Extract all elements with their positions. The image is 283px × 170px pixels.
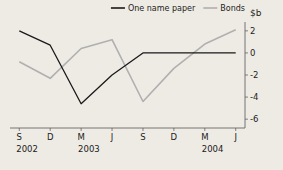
y-tick-label: 2 [250,26,255,36]
legend-swatch [111,7,125,9]
x-axis [10,128,245,129]
line-series [19,30,235,102]
x-tick-label: J [110,132,114,142]
y-tick [245,52,248,53]
chart: -6 -4 -2 0 2 $b S D M J S D M J 2002 2003 2004 Bonds One n… [0,0,283,170]
legend-swatch [203,7,217,9]
x-tick [173,128,174,131]
x-tick [204,128,205,131]
x-tick [235,128,236,131]
y-tick [245,97,248,98]
y-tick-label: 0 [250,48,255,58]
y-tick [245,119,248,120]
x-tick [19,128,20,131]
x-tick-label: S [140,132,145,142]
line-series [19,31,235,104]
y-tick-label: -6 [250,114,258,124]
year-label: 2004 [202,144,224,154]
year-label: 2003 [78,144,100,154]
legend-label: Bonds [220,4,245,13]
x-tick-label: M [201,132,208,142]
legend: Bonds One name paper [111,4,245,13]
year-label: 2002 [16,144,38,154]
x-tick [50,128,51,131]
y-tick-label: -2 [250,70,258,80]
x-tick-label: S [17,132,22,142]
background [0,0,283,170]
x-tick [81,128,82,131]
plot-area [19,30,235,104]
y-tick [245,75,248,76]
y-tick-label: -4 [250,92,258,102]
x-tick [112,128,113,131]
legend-label: One name paper [128,4,196,13]
x-tick-label: M [77,132,84,142]
x-tick-label: J [233,132,237,142]
x-tick-label: D [47,132,54,142]
x-tick [142,128,143,131]
x-tick-label: D [171,132,178,142]
y-tick [245,30,248,31]
y-axis-label: $b [250,8,262,18]
